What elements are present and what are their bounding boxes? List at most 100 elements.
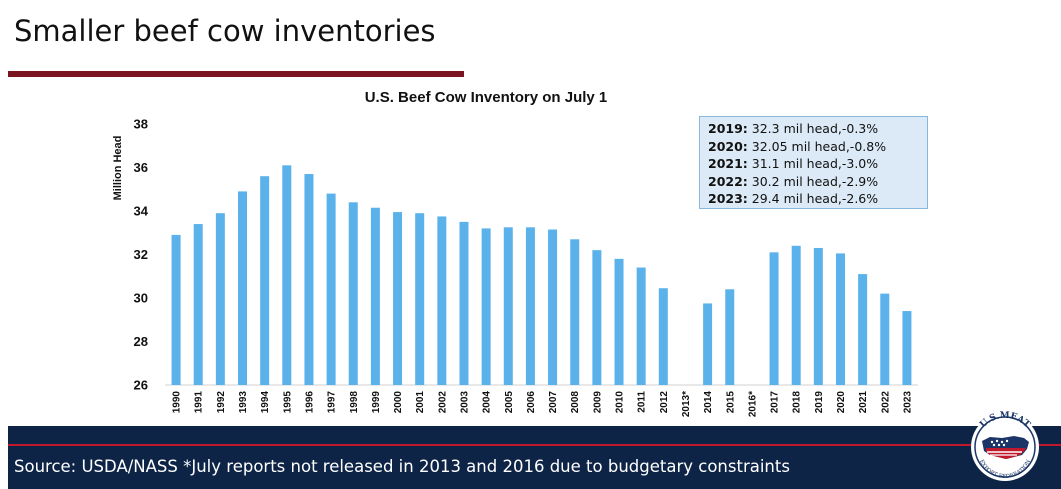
slide-title: Smaller beef cow inventories (14, 14, 436, 48)
bar-2000 (393, 212, 403, 385)
stats-value: 30.2 mil head,-2.9% (747, 173, 879, 189)
bar-2009 (592, 250, 602, 385)
bar-2020 (835, 253, 845, 385)
bar-2007 (548, 229, 558, 385)
bar-2019 (813, 247, 823, 385)
bar-2006 (525, 227, 535, 385)
bar-1993 (238, 191, 248, 385)
stats-value: 32.05 mil head,-0.8% (747, 138, 887, 154)
x-tick-label: 2014 (703, 391, 714, 414)
x-tick-label: 1995 (282, 391, 293, 414)
x-tick-label: 1992 (216, 391, 227, 414)
y-tick-label: 38 (134, 117, 148, 132)
footer-stripe (8, 444, 1061, 446)
stats-year: 2020: (708, 138, 748, 154)
bar-2008 (570, 239, 580, 385)
bar-1994 (260, 176, 270, 385)
x-tick-label: 2001 (415, 391, 426, 414)
bar-1990 (171, 234, 181, 385)
x-tick-label: 1990 (172, 391, 183, 414)
bar-1995 (282, 165, 292, 385)
stats-box: 2019: 32.3 mil head,-0.3% 2020: 32.05 mil… (699, 116, 928, 209)
bar-2022 (880, 293, 890, 385)
x-ticks: 1990 1991 1992 1993 1994 1995 1996 1997 1998 1999… (172, 391, 914, 418)
bar-1991 (193, 224, 203, 385)
stats-row: 2019: 32.3 mil head,-0.3% (708, 120, 927, 138)
stats-year: 2023: (708, 191, 748, 206)
bar-2017 (769, 252, 779, 385)
stats-year: 2019: (708, 121, 748, 136)
bar-1999 (370, 207, 380, 385)
y-tick-label: 34 (134, 204, 149, 219)
bar-2014 (703, 303, 713, 385)
x-tick-label: 2002 (437, 391, 448, 414)
x-tick-label: 2010 (615, 391, 626, 414)
bar-2010 (614, 258, 624, 385)
x-tick-label: 2007 (548, 391, 559, 414)
stats-value: 29.4 mil head,-2.6% (747, 191, 879, 206)
stats-value: 32.3 mil head,-0.3% (747, 121, 879, 136)
bar-2015 (725, 289, 735, 385)
stats-row: 2020: 32.05 mil head,-0.8% (708, 138, 927, 156)
x-tick-label: 2020 (836, 391, 847, 414)
x-tick-label: 2003 (459, 391, 470, 414)
x-tick-label: 2008 (570, 391, 581, 414)
bar-2005 (503, 227, 513, 385)
bar-chart: U.S. Beef Cow Inventory on July 1 Millio… (112, 89, 918, 418)
y-tick-label: 28 (134, 334, 148, 349)
usa-map-flag-icon (982, 436, 1029, 459)
bar-2001 (415, 213, 425, 385)
stats-row: 2023: 29.4 mil head,-2.6% (708, 190, 927, 208)
stats-row: 2021: 31.1 mil head,-3.0% (708, 155, 927, 173)
x-tick-label: 1991 (194, 391, 205, 414)
logo-seal-ring (974, 416, 1036, 478)
x-tick-label: 1993 (238, 391, 249, 414)
stats-year: 2021: (708, 156, 748, 171)
x-tick-label: 1997 (327, 391, 338, 414)
bars (171, 165, 912, 385)
y-tick-label: 36 (134, 160, 148, 175)
y-tick-label: 32 (134, 247, 148, 262)
bar-2018 (791, 245, 801, 385)
chart-title: U.S. Beef Cow Inventory on July 1 (365, 89, 608, 106)
stats-row: 2022: 30.2 mil head,-2.9% (708, 173, 927, 191)
y-tick-label: 26 (134, 378, 148, 393)
footer-band (8, 426, 1061, 444)
bar-1996 (304, 174, 314, 385)
x-tick-label: 2009 (592, 391, 603, 414)
bar-2003 (459, 221, 469, 385)
x-tick-label: 2011 (637, 391, 648, 413)
x-tick-label: 1999 (371, 391, 382, 414)
x-tick-label: 2015 (725, 391, 736, 414)
x-tick-label: 1996 (304, 391, 315, 414)
bar-1998 (348, 202, 358, 385)
x-tick-label: 2016* (747, 391, 758, 417)
x-tick-label: 2005 (504, 391, 515, 414)
bar-2012 (658, 288, 668, 385)
bar-1992 (215, 213, 225, 385)
x-tick-label: 2004 (482, 391, 493, 414)
x-tick-label: 2000 (393, 391, 404, 414)
y-tick-label: 30 (134, 291, 148, 306)
bar-2004 (481, 228, 491, 385)
source-note: Source: USDA/NASS *July reports not rele… (14, 457, 790, 476)
stats-year: 2022: (708, 173, 748, 189)
bar-2002 (437, 216, 447, 385)
x-tick-label: 1994 (260, 391, 271, 414)
x-tick-label: 2012 (659, 391, 670, 414)
bar-1997 (326, 193, 336, 385)
title-rule (8, 71, 464, 77)
x-tick-label: 2006 (526, 391, 537, 414)
footer-bar (8, 446, 1061, 489)
y-ticks: 26 28 30 32 34 36 38 (134, 117, 149, 393)
x-tick-label: 2019 (814, 391, 825, 414)
x-tick-label: 1998 (349, 391, 360, 414)
x-tick-label: 2023 (902, 391, 913, 414)
x-tick-label: 2017 (770, 391, 781, 414)
x-tick-label: 2022 (880, 391, 891, 414)
y-axis-label: Million Head (112, 136, 124, 201)
x-tick-label: 2013* (681, 391, 692, 417)
bar-2021 (858, 274, 868, 385)
x-tick-label: 2021 (858, 391, 869, 414)
x-tick-label: 2018 (792, 391, 803, 414)
